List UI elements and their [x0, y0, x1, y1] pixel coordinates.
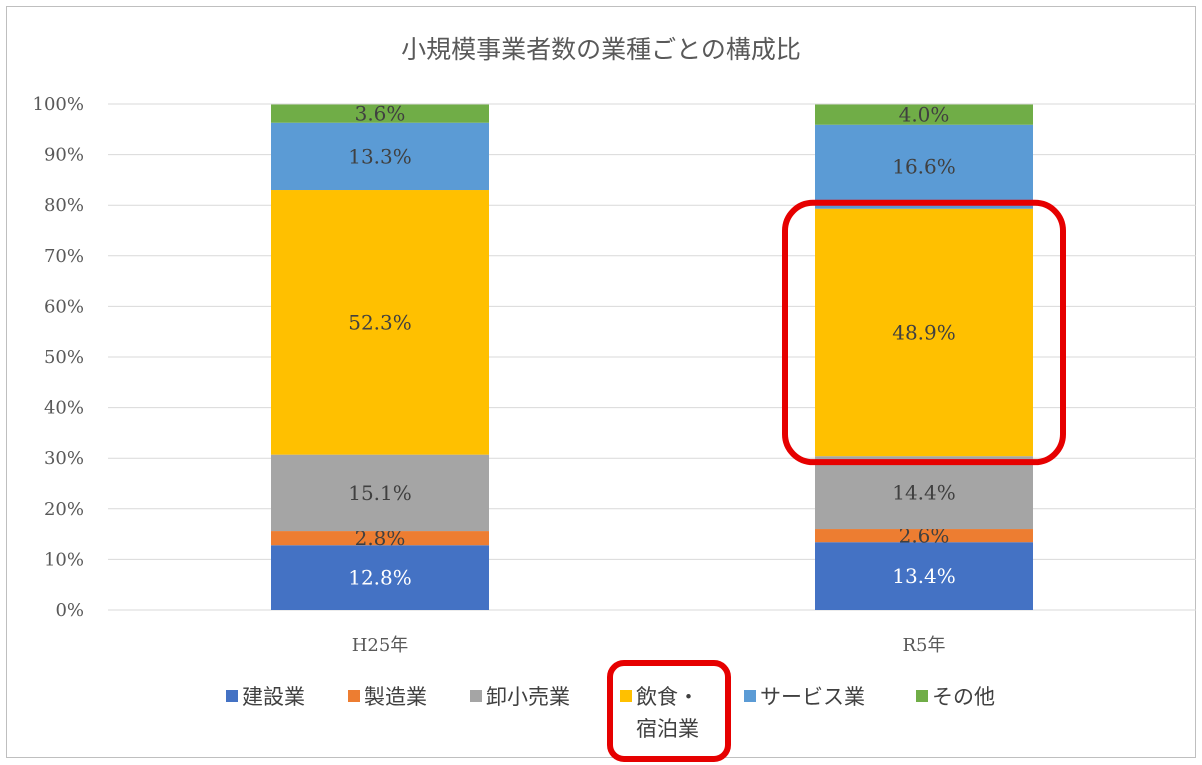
legend-label: 製造業: [364, 685, 427, 709]
legend-swatch: [620, 690, 632, 702]
highlights: [607, 199, 1066, 762]
legend-label: 卸小売業: [486, 685, 570, 709]
data-label: 12.8%: [348, 566, 412, 590]
data-label: 48.9%: [892, 320, 956, 344]
y-tick-label: 40%: [44, 398, 84, 419]
bar-segment: [815, 542, 1033, 610]
y-tick-label: 100%: [33, 94, 84, 115]
legend-label: その他: [932, 685, 995, 709]
legend-item: 飲食・宿泊業: [620, 685, 699, 741]
x-tick-label: R5年: [902, 635, 945, 656]
y-tick-label: 50%: [44, 347, 84, 368]
legend-label: サービス業: [760, 685, 865, 709]
legend-item: サービス業: [744, 685, 865, 709]
highlight-box-segment: [782, 199, 1066, 466]
bar-segment: [271, 122, 489, 191]
data-label: 52.3%: [348, 310, 412, 334]
bar-segment: [815, 124, 1033, 209]
legend-swatch: [348, 690, 360, 702]
data-label: 3.6%: [355, 102, 406, 126]
bar-segment: [271, 454, 489, 532]
legend-swatch: [226, 690, 238, 702]
y-tick-label: 20%: [44, 499, 84, 520]
data-label: 13.3%: [348, 144, 412, 168]
y-tick-label: 80%: [44, 195, 84, 216]
data-label: 4.0%: [899, 103, 950, 127]
highlight-box-legend: [607, 660, 731, 762]
legend-item: 卸小売業: [470, 685, 570, 709]
legend-swatch: [744, 690, 756, 702]
legend-item: その他: [916, 685, 995, 709]
data-label: 16.6%: [892, 155, 956, 179]
bar-segment: [815, 104, 1033, 125]
data-label: 13.4%: [892, 564, 956, 588]
x-tick-label: H25年: [352, 635, 409, 656]
bar-segment: [815, 529, 1033, 543]
legend-item: 製造業: [348, 685, 427, 709]
bar-segment: [815, 456, 1033, 530]
legend-label: 飲食・: [636, 685, 699, 709]
data-label: 15.1%: [348, 481, 412, 505]
data-label: 14.4%: [892, 481, 956, 505]
bars: 12.8%2.8%15.1%52.3%13.3%3.6%13.4%2.6%14.…: [271, 102, 1033, 610]
legend-item: 建設業: [226, 685, 305, 709]
x-axis: H25年 R5年: [352, 635, 946, 656]
legend-label: 宿泊業: [636, 717, 699, 741]
y-tick-label: 30%: [44, 448, 84, 469]
bar-segment: [271, 545, 489, 610]
legend: 建設業 製造業 卸小売業 飲食・宿泊業 サービス業 その他: [226, 685, 995, 741]
legend-swatch: [916, 690, 928, 702]
bar-segment: [815, 208, 1033, 457]
legend-swatch: [470, 690, 482, 702]
bar-segment: [271, 104, 489, 123]
legend-label: 建設業: [242, 685, 305, 709]
y-tick-label: 70%: [44, 246, 84, 267]
bar-segment: [271, 531, 489, 546]
y-tick-label: 10%: [44, 549, 84, 570]
y-tick-label: 0%: [55, 600, 84, 621]
chart-title: 小規模事業者数の業種ごとの構成比: [401, 35, 801, 64]
y-tick-label: 60%: [44, 296, 84, 317]
y-axis: 0% 10% 20% 30% 40% 50% 60% 70% 80% 90% 100%: [33, 94, 84, 621]
y-tick-label: 90%: [44, 145, 84, 166]
bar-segment: [271, 190, 489, 455]
